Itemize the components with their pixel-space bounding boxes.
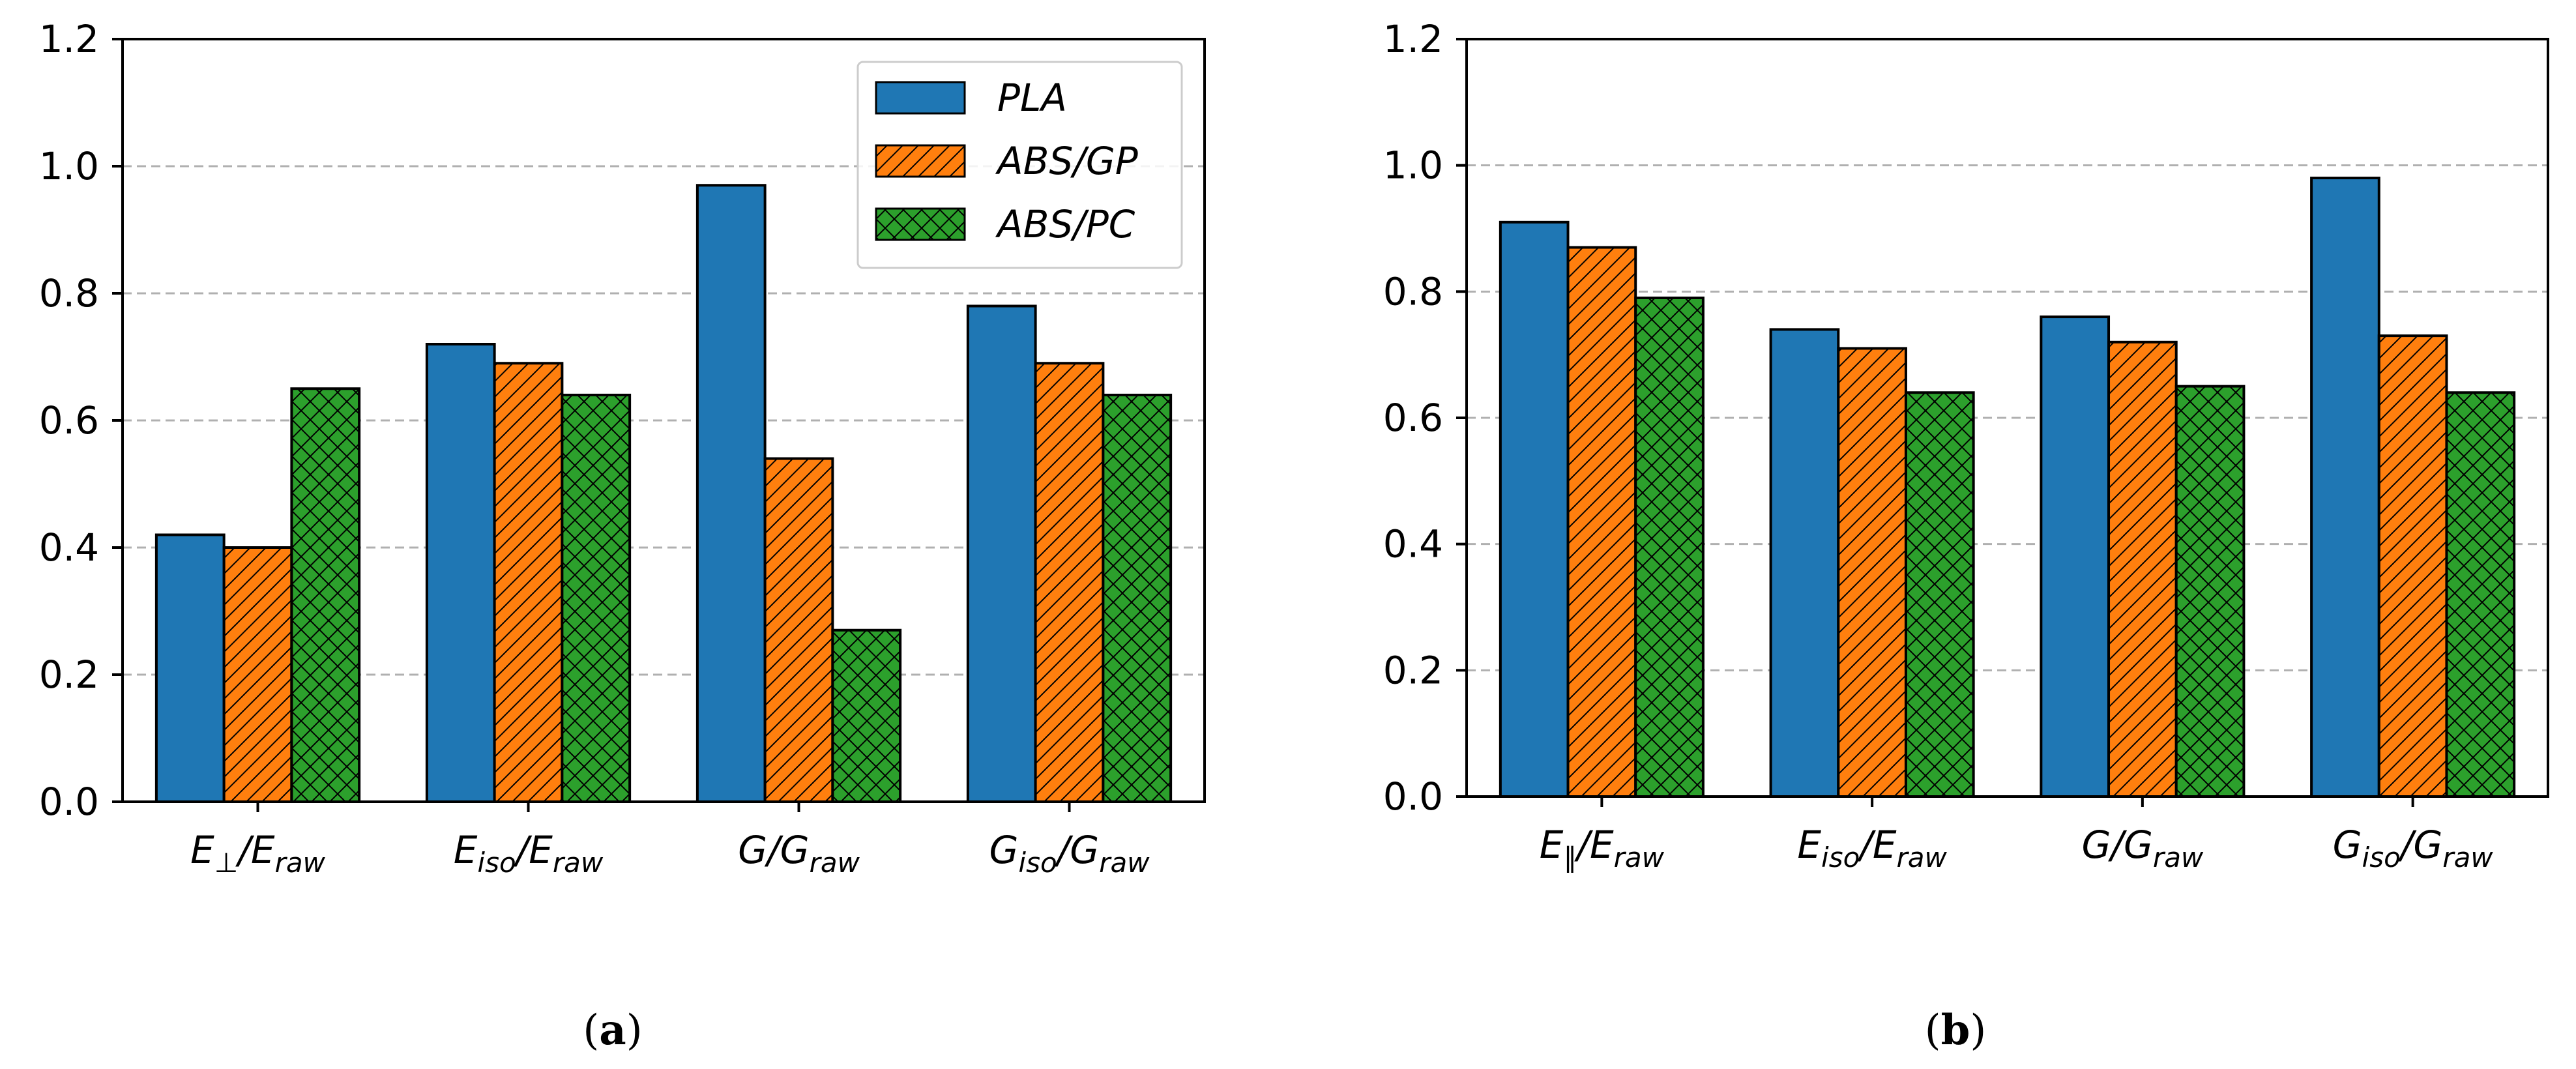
y-tick-label: 0.8 xyxy=(39,271,99,315)
y-tick-label: 0.6 xyxy=(39,398,99,443)
bar-abs-pc-2 xyxy=(561,394,632,803)
bar-pla-4 xyxy=(966,304,1037,803)
bar-abs-pc-2 xyxy=(1904,391,1975,798)
bar-pla-2 xyxy=(1769,328,1840,798)
bar-abs-gp-2 xyxy=(1837,347,1907,798)
bar-abs-gp-3 xyxy=(763,457,834,803)
bar-abs-pc-1 xyxy=(290,387,361,803)
bar-abs-pc-3 xyxy=(831,628,902,803)
x-tick-label: Giso/Graw xyxy=(2333,823,2494,873)
y-tick-label: 0.2 xyxy=(39,652,99,697)
bar-pla-1 xyxy=(154,533,226,803)
y-tick-label: 0.6 xyxy=(1383,396,1443,440)
legend-swatch-abs-gp xyxy=(875,144,966,178)
y-tick-label: 1.2 xyxy=(1383,17,1443,61)
bar-pla-4 xyxy=(2310,177,2380,798)
chart-panel-b: 0.0 0.2 0.4 0.6 0.8 1.0 1.2 E∥/Eraw Eiso/Eraw G/G… xyxy=(1383,17,2549,873)
y-tick-label: 1.0 xyxy=(1383,143,1443,188)
y-tick-label: 0.8 xyxy=(1383,269,1443,314)
y-tick-label: 0.4 xyxy=(39,525,99,570)
bar-abs-gp-3 xyxy=(2107,340,2178,798)
bar-abs-pc-1 xyxy=(1634,297,1705,798)
y-tick-label: 0.2 xyxy=(1383,648,1443,692)
chart-panel-a: 0.0 0.2 0.4 0.6 0.8 1.0 1.2 E⊥/Eraw Eiso/Eraw G/G… xyxy=(39,17,1206,879)
x-tick-label: Eiso/Eraw xyxy=(454,828,604,879)
bar-abs-gp-2 xyxy=(493,362,564,803)
legend-swatch-pla xyxy=(875,81,966,115)
legend-label-abs-pc: ABS/PC xyxy=(995,202,1135,246)
bar-abs-gp-4 xyxy=(1034,362,1105,803)
bar-abs-gp-4 xyxy=(2377,334,2448,798)
panel-label-a: (a) xyxy=(583,1006,642,1055)
legend-label-abs-gp: ABS/GP xyxy=(995,139,1138,183)
bar-abs-gp-1 xyxy=(222,546,293,803)
x-tick-label: E⊥/Eraw xyxy=(190,828,325,879)
x-tick-label: G/Graw xyxy=(2081,823,2203,873)
y-tick-label: 1.0 xyxy=(39,144,99,188)
bar-abs-pc-4 xyxy=(2445,391,2516,798)
x-tick-label: G/Graw xyxy=(738,828,860,879)
bar-pla-3 xyxy=(695,184,767,803)
x-tick-label: Giso/Graw xyxy=(989,828,1150,879)
y-tick-label: 1.2 xyxy=(39,17,99,61)
y-tick-label: 0.0 xyxy=(1383,774,1443,819)
bar-pla-1 xyxy=(1499,220,1570,798)
legend: PLA ABS/GP ABS/PC xyxy=(856,61,1183,269)
x-tick-label: Eiso/Eraw xyxy=(1797,823,1947,873)
y-tick-label: 0.4 xyxy=(1383,522,1443,566)
bar-pla-3 xyxy=(2040,315,2111,798)
x-tick-label: E∥/Eraw xyxy=(1540,823,1665,873)
bar-abs-pc-3 xyxy=(2174,385,2246,798)
y-tick-label: 0.0 xyxy=(39,780,99,824)
legend-swatch-abs-pc xyxy=(875,207,966,241)
legend-label-pla: PLA xyxy=(997,76,1067,120)
bar-abs-gp-1 xyxy=(1566,246,1637,798)
panel-label-b: (b) xyxy=(1925,1006,1987,1055)
bar-abs-pc-4 xyxy=(1102,394,1173,803)
bar-pla-2 xyxy=(425,343,496,803)
